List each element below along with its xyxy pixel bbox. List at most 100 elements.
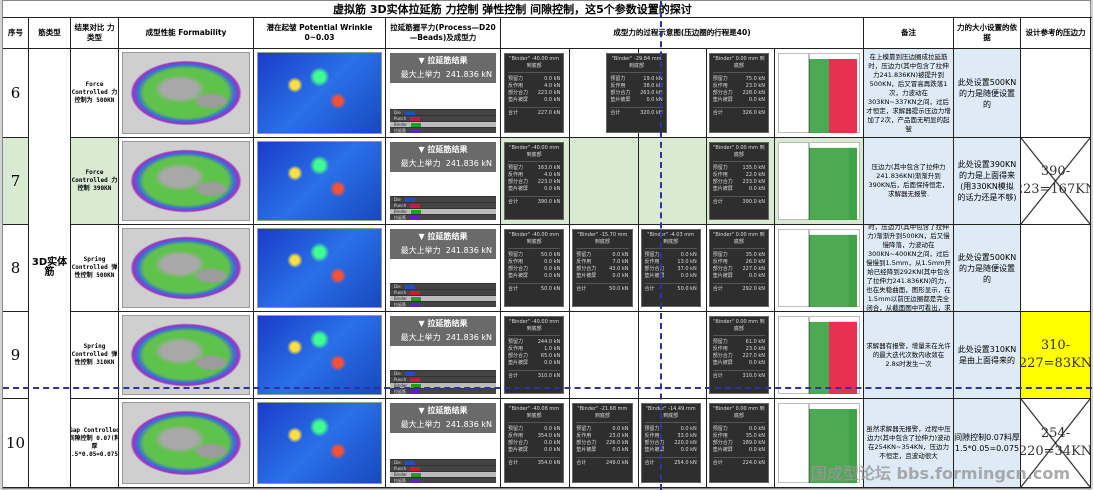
- force-type[interactable]: Spring Controlled 弹性控制 500KN: [71, 225, 119, 312]
- force-type[interactable]: Force Controlled 力控制 390KN: [71, 138, 119, 225]
- legend-item[interactable]: Die: [390, 283, 496, 289]
- remark[interactable]: 在上模接触压边圈成拉延筋时，压边力(其中包含了拉伸力)渐渐升到500KN，后又慢…: [864, 225, 954, 312]
- reference-force[interactable]: [1021, 49, 1091, 138]
- header-1[interactable]: 筋类型: [29, 18, 71, 49]
- legend-swatch: [410, 389, 420, 394]
- remark[interactable]: 在上模靠到压边圈成拉延筋时，压边力(其中包含了拉伸力241.836KN)被提升到…: [864, 49, 954, 138]
- legend-item[interactable]: Punch: [390, 465, 496, 471]
- wrinkle-image[interactable]: [254, 399, 386, 488]
- header-5[interactable]: 拉延筋握平力(Process—D20—Beads)及成型力: [386, 18, 501, 49]
- drawbead-result[interactable]: ▼ 拉延筋结果 最大上举力 241.836 kN Die Punch Binder 拉延筋: [386, 49, 501, 138]
- legend-item[interactable]: Punch: [390, 115, 496, 121]
- formability-image[interactable]: [119, 49, 254, 138]
- legend-swatch: [410, 466, 421, 471]
- legend-item[interactable]: Binder: [390, 471, 496, 477]
- drawbead-result[interactable]: ▼ 拉延筋结果 最大上举力 241.836 kN Die Punch Binder 拉延筋: [386, 399, 501, 488]
- legend-table: Die Punch Binder 拉延筋: [390, 283, 496, 307]
- drawbead-result[interactable]: ▼ 拉延筋结果 最大上举力 241.836 kN Die Punch Binder 拉延筋: [386, 312, 501, 399]
- formability-image[interactable]: [119, 312, 254, 399]
- row-number[interactable]: 10: [3, 399, 29, 488]
- process-diagram: "Binder" -40.00 mm 到底部 预留力 0.0 kN 反作用 4.0 kN…: [501, 49, 864, 138]
- drawbead-title: ▼ 拉延筋结果: [418, 145, 468, 154]
- header-4[interactable]: 潜在起皱 Potential Wrinkle 0~0.03: [254, 18, 386, 49]
- header-2[interactable]: 结果对比 力类型: [71, 18, 119, 49]
- legend-item[interactable]: 拉延筋: [390, 214, 496, 220]
- row-number[interactable]: 7: [3, 138, 29, 225]
- legend-swatch: [404, 110, 415, 115]
- reference-force[interactable]: 390-223=167KN: [1021, 138, 1091, 225]
- wrinkle-image[interactable]: [254, 225, 386, 312]
- drawbead-result[interactable]: ▼ 拉延筋结果最大上举力 241.836 kN Die Punch Binder 拉延筋: [386, 225, 501, 312]
- legend-item[interactable]: Die: [390, 370, 496, 376]
- legend-swatch: [410, 377, 421, 382]
- legend-item[interactable]: Punch: [390, 376, 496, 382]
- legend-table: Die Punch Binder 拉延筋: [390, 196, 496, 220]
- reference-force[interactable]: 310-227=83KN: [1021, 312, 1091, 399]
- formability-contour-image: [122, 228, 250, 308]
- header-7[interactable]: 备注: [864, 18, 954, 49]
- legend-swatch: [411, 383, 422, 388]
- reference-force[interactable]: [1021, 225, 1091, 312]
- legend-item[interactable]: Binder: [390, 382, 496, 388]
- legend-item[interactable]: 拉延筋: [390, 301, 496, 307]
- legend-item[interactable]: Binder: [390, 208, 496, 214]
- max-lift-label: 最大上举力: [400, 70, 441, 79]
- formability-image[interactable]: [119, 225, 254, 312]
- legend-item[interactable]: Die: [390, 196, 496, 202]
- legend-swatch: [404, 284, 415, 289]
- force-basis[interactable]: 此处设置500KN的力是随便设置的: [954, 225, 1021, 312]
- header-9[interactable]: 设计参考的压边力: [1021, 18, 1091, 49]
- formability-image[interactable]: [119, 399, 254, 488]
- legend-swatch: [404, 460, 415, 465]
- binder-force-panel: "Binder" -40.08 mm 到底部 预留力 0.0 kN 反作用 354.0 …: [504, 403, 565, 483]
- legend-swatch: [411, 296, 422, 301]
- wrinkle-image[interactable]: [254, 49, 386, 138]
- max-lift-value: 241.836 kN: [445, 420, 492, 429]
- force-basis[interactable]: 此处设置500KN的力是随便设置的: [954, 49, 1021, 138]
- header-8[interactable]: 力的大小设置的依据: [954, 18, 1021, 49]
- max-lift-label: 最大上举力: [400, 246, 441, 255]
- row-number[interactable]: 8: [3, 225, 29, 312]
- row-number[interactable]: 6: [3, 49, 29, 138]
- legend-swatch: [411, 122, 422, 127]
- legend-item[interactable]: Die: [390, 459, 496, 465]
- drawbead-title: ▼ 拉延筋结果: [418, 232, 468, 241]
- force-curve-chart: [778, 229, 860, 307]
- formability-image[interactable]: [119, 138, 254, 225]
- wrinkle-contour-image: [257, 52, 382, 134]
- binder-force-panel: "Binder" 0.00 mm 到底部 预留力 61.0 kN 反作用 23.0 kN…: [708, 316, 769, 394]
- bead-type-cell[interactable]: 3D实体筋: [29, 49, 71, 488]
- remark[interactable]: 虽然求解器无报警，过程中压边力(其中包含了拉伸力)波动在254KN~354KN，…: [864, 399, 954, 488]
- legend-item[interactable]: Punch: [390, 289, 496, 295]
- row-number[interactable]: 9: [3, 312, 29, 399]
- drawbead-result[interactable]: ▼ 拉延筋结果 最大上举力 241.836 kN Die Punch Binder 拉延筋: [386, 138, 501, 225]
- legend-item[interactable]: Binder: [390, 295, 496, 301]
- wrinkle-contour-image: [257, 402, 382, 484]
- force-type[interactable]: Spring Controlled 弹性控制 310KN: [71, 312, 119, 399]
- legend-item[interactable]: 拉延筋: [390, 477, 496, 483]
- wrinkle-image[interactable]: [254, 312, 386, 399]
- legend-table: Die Punch Binder 拉延筋: [390, 459, 496, 483]
- legend-item[interactable]: 拉延筋: [390, 127, 496, 133]
- legend-swatch: [404, 371, 415, 376]
- max-lift-value: 241.836 kN: [445, 159, 492, 168]
- max-lift-value: 241.836 kN: [445, 246, 492, 255]
- legend-item[interactable]: 拉延筋: [390, 388, 496, 394]
- force-type[interactable]: Gap Controlled 间隙控制 0.07(料厚1.5*0.05=0.07…: [71, 399, 119, 488]
- reference-force[interactable]: 254-220=34KN: [1021, 399, 1091, 488]
- force-type[interactable]: Force Controlled 力控制为 500KN: [71, 49, 119, 138]
- header-3[interactable]: 成型性能 Formability: [119, 18, 254, 49]
- binder-force-panel: "Binder" -14.49 mm 到底部 预留力 0.0 kN 反作用 33.0 k…: [640, 403, 701, 483]
- force-basis[interactable]: 此处设置390KN的力是上面得来(用330KN模拟的话力还是不够): [954, 138, 1021, 225]
- max-lift-value: 241.836 kN: [445, 333, 492, 342]
- legend-item[interactable]: Binder: [390, 121, 496, 127]
- legend-item[interactable]: Die: [390, 109, 496, 115]
- remark[interactable]: 压边力(其中包含了拉伸力241.836KN)渐渐升到390KN后，后面保持恒定，…: [864, 138, 954, 225]
- wrinkle-image[interactable]: [254, 138, 386, 225]
- legend-item[interactable]: Punch: [390, 202, 496, 208]
- header-6[interactable]: 成型力的过程示意图(压边圈的行程是40): [501, 18, 864, 49]
- remark[interactable]: 求解器有报警，增量未在允许的最大迭代次数内收敛在2.8s时发生一次: [864, 312, 954, 399]
- force-basis[interactable]: 间隙控制0.07料厚(1.5*0.05=0.075): [954, 399, 1021, 488]
- header-0[interactable]: 序号: [3, 18, 29, 49]
- force-basis[interactable]: 此处设置310KN是由上面得来的: [954, 312, 1021, 399]
